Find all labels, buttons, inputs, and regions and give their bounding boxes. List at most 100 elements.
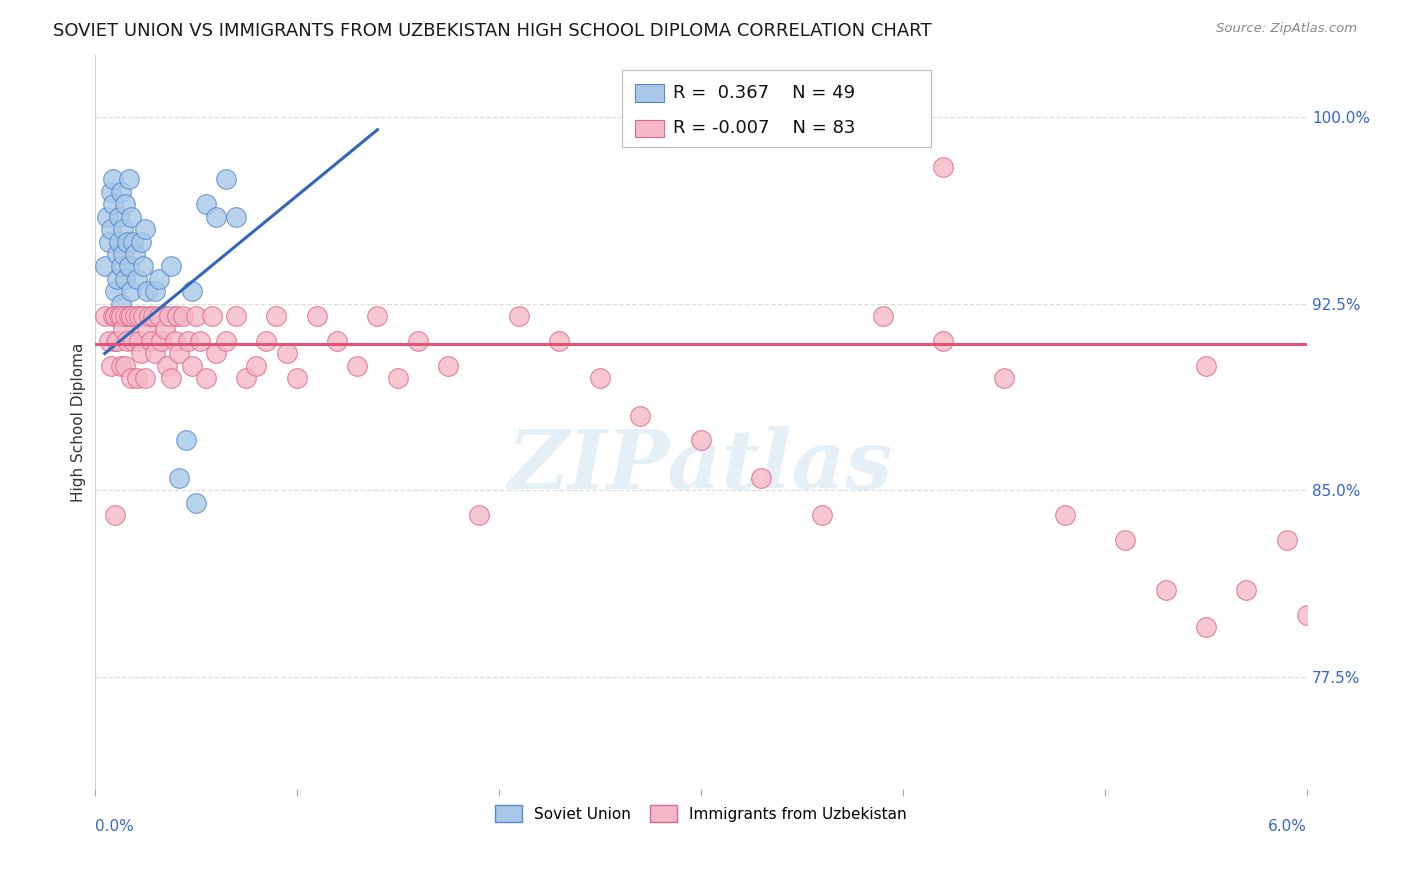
Point bbox=[97, 334, 120, 348]
Point bbox=[108, 309, 131, 323]
Point bbox=[194, 197, 217, 211]
Point bbox=[437, 359, 460, 373]
Point bbox=[148, 309, 170, 323]
Point bbox=[108, 210, 131, 224]
Point bbox=[114, 359, 136, 373]
Point bbox=[346, 359, 368, 373]
Point bbox=[108, 235, 131, 249]
FancyBboxPatch shape bbox=[636, 120, 665, 137]
Point bbox=[160, 260, 183, 274]
Point bbox=[100, 185, 122, 199]
Point bbox=[136, 285, 159, 299]
Point bbox=[115, 334, 138, 348]
Point bbox=[1275, 533, 1298, 547]
Point bbox=[104, 309, 127, 323]
Point bbox=[100, 359, 122, 373]
Point bbox=[114, 309, 136, 323]
Point bbox=[120, 371, 142, 385]
Point bbox=[114, 272, 136, 286]
Point bbox=[204, 346, 226, 360]
Point bbox=[136, 321, 159, 335]
Point bbox=[105, 272, 128, 286]
Point bbox=[166, 309, 188, 323]
Point bbox=[155, 321, 177, 335]
Point bbox=[101, 172, 124, 186]
Point bbox=[125, 272, 148, 286]
Point bbox=[1296, 607, 1319, 622]
Point bbox=[142, 309, 165, 323]
Point bbox=[215, 334, 238, 348]
Point bbox=[122, 334, 145, 348]
Point bbox=[156, 359, 179, 373]
Point bbox=[110, 260, 132, 274]
Point bbox=[508, 309, 530, 323]
Point bbox=[285, 371, 308, 385]
Point bbox=[174, 434, 197, 448]
Text: 0.0%: 0.0% bbox=[94, 820, 134, 834]
Point bbox=[406, 334, 429, 348]
Point bbox=[110, 359, 132, 373]
Point bbox=[100, 222, 122, 236]
Point bbox=[128, 334, 150, 348]
Point bbox=[276, 346, 298, 360]
Point bbox=[110, 185, 132, 199]
Point bbox=[1236, 582, 1258, 597]
Point bbox=[155, 309, 177, 323]
Point bbox=[628, 409, 651, 423]
Point bbox=[184, 309, 207, 323]
Point bbox=[132, 260, 155, 274]
Point bbox=[1195, 359, 1218, 373]
Point bbox=[120, 285, 142, 299]
Point bbox=[111, 222, 134, 236]
Point bbox=[143, 285, 166, 299]
Text: 6.0%: 6.0% bbox=[1268, 820, 1308, 834]
Point bbox=[115, 235, 138, 249]
Point bbox=[169, 346, 191, 360]
Point bbox=[165, 334, 187, 348]
Point bbox=[105, 247, 128, 261]
Point bbox=[589, 371, 612, 385]
Point bbox=[118, 309, 141, 323]
Point bbox=[128, 309, 150, 323]
Point bbox=[165, 309, 187, 323]
Point bbox=[138, 309, 160, 323]
Point bbox=[93, 309, 115, 323]
Point bbox=[125, 371, 148, 385]
Point bbox=[201, 309, 224, 323]
Legend: Soviet Union, Immigrants from Uzbekistan: Soviet Union, Immigrants from Uzbekistan bbox=[488, 798, 912, 829]
Point bbox=[751, 471, 773, 485]
Point bbox=[93, 260, 115, 274]
Point bbox=[132, 309, 155, 323]
Point bbox=[160, 371, 183, 385]
Point bbox=[124, 309, 146, 323]
Point bbox=[194, 371, 217, 385]
Point bbox=[124, 247, 146, 261]
Point bbox=[1053, 508, 1076, 522]
Point bbox=[101, 309, 124, 323]
Point bbox=[1316, 508, 1339, 522]
Point bbox=[134, 222, 156, 236]
Point bbox=[104, 334, 127, 348]
Point bbox=[110, 309, 132, 323]
Point bbox=[104, 285, 127, 299]
Point bbox=[96, 210, 118, 224]
Point bbox=[157, 309, 180, 323]
Point bbox=[215, 172, 238, 186]
Point bbox=[225, 210, 247, 224]
Point bbox=[150, 334, 173, 348]
Point bbox=[176, 334, 198, 348]
Point bbox=[104, 309, 127, 323]
Point bbox=[141, 334, 163, 348]
Point bbox=[235, 371, 257, 385]
Point bbox=[128, 309, 150, 323]
Point bbox=[118, 260, 141, 274]
Point bbox=[148, 272, 170, 286]
Point bbox=[129, 346, 152, 360]
Point bbox=[254, 334, 277, 348]
Text: R = -0.007    N = 83: R = -0.007 N = 83 bbox=[673, 119, 855, 136]
Point bbox=[932, 334, 955, 348]
Point bbox=[129, 235, 152, 249]
Point bbox=[134, 371, 156, 385]
Point bbox=[689, 434, 711, 448]
Point bbox=[811, 508, 834, 522]
